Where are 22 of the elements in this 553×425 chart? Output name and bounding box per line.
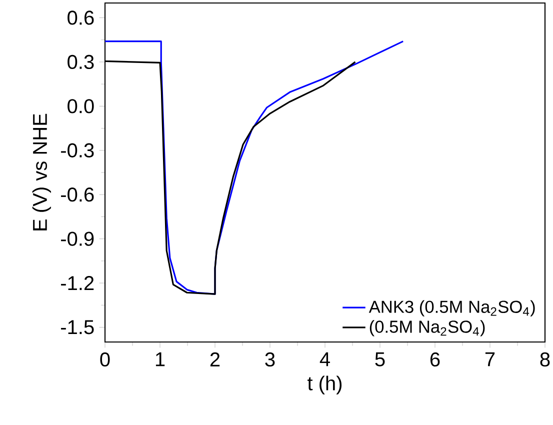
y-tick-label: 0.0 (68, 99, 94, 114)
x-tick-label: 1 (156, 352, 165, 366)
x-tick-label: 4 (320, 352, 330, 366)
x-tick-label: 3 (265, 352, 275, 367)
x-tick-label: 8 (540, 352, 550, 367)
y-tick-label: 0.3 (68, 54, 94, 70)
line-series (105, 40, 404, 295)
y-tick-label: -0.3 (61, 143, 94, 158)
x-axis-title: t (h) (308, 376, 342, 394)
y-tick-label: -0.6 (61, 188, 94, 202)
legend-label: ANK3 (0.5M Na$_{2}$SO$_{4}$) (368, 300, 535, 316)
x-tick-label: 0 (100, 352, 110, 367)
x-tick-label: 2 (210, 352, 220, 366)
y-tick-label: -0.9 (61, 232, 94, 246)
y-tick-label: -1.2 (61, 276, 94, 290)
x-tick-label: 6 (430, 352, 440, 367)
y-tick-label: 0.6 (68, 10, 94, 25)
legend-label: (0.5M Na$_{2}$SO$_{4}$) (370, 320, 485, 336)
y-axis-title: E (V) vs NHE (32, 114, 51, 230)
y-tick-label: -1.5 (61, 320, 94, 334)
x-tick-label: 5 (375, 352, 385, 366)
x-tick-label: 7 (485, 352, 495, 366)
